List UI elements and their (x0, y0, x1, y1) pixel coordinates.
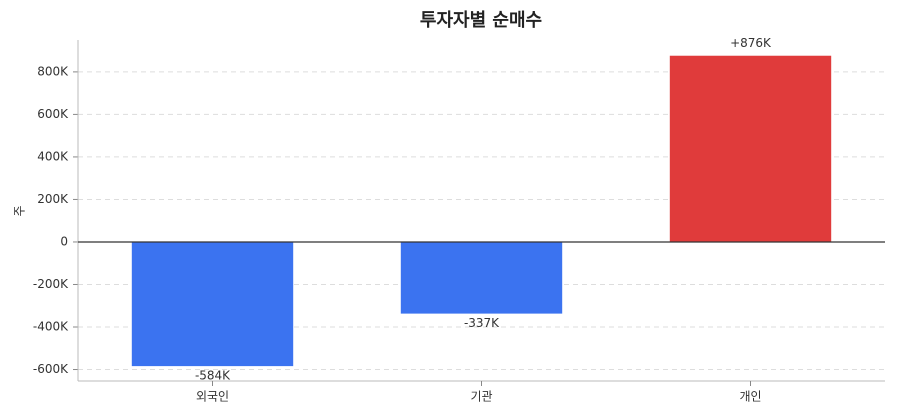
bar (669, 55, 832, 242)
y-tick-label: -200K (33, 277, 69, 291)
value-label: -584K (195, 369, 231, 383)
y-tick-label: 0 (60, 234, 68, 248)
y-tick-label: -600K (33, 362, 69, 376)
bar (131, 241, 294, 367)
y-tick-label: -400K (33, 320, 69, 334)
chart-title: 투자자별 순매수 (420, 10, 542, 31)
value-label: +876K (730, 36, 772, 50)
y-tick-label: 800K (37, 64, 69, 78)
x-tick-label: 개인 (739, 390, 761, 404)
bar (400, 241, 563, 314)
y-tick-label: 600K (37, 107, 69, 121)
value-label: -337K (464, 316, 500, 330)
y-tick-label: 400K (37, 149, 69, 163)
y-tick-label: 200K (37, 192, 69, 206)
y-axis-label: 주 (13, 205, 27, 216)
x-tick-label: 기관 (470, 390, 492, 404)
x-tick-label: 외국인 (196, 390, 229, 404)
